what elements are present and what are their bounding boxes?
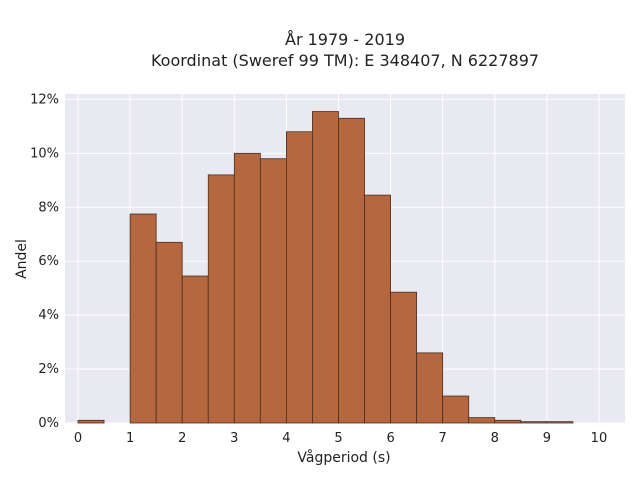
y-axis-label: Andel — [14, 239, 30, 279]
histogram-bar — [442, 395, 470, 424]
x-tick-label: 9 — [543, 431, 551, 446]
histogram-bar — [338, 117, 365, 424]
x-tick-label: 0 — [74, 431, 82, 446]
histogram-bar — [129, 213, 157, 424]
histogram-bar — [390, 291, 418, 424]
histogram-bar — [77, 419, 105, 424]
y-tick-label: 8% — [38, 200, 59, 215]
histogram-bar — [546, 421, 574, 424]
x-tick-label: 2 — [178, 431, 186, 446]
x-tick-label: 4 — [282, 431, 290, 446]
y-tick-label: 4% — [38, 308, 59, 323]
y-tick-label: 2% — [38, 362, 59, 377]
x-tick-label: 8 — [491, 431, 499, 446]
histogram-bar — [181, 275, 209, 424]
histogram-bar — [207, 174, 235, 424]
histogram-bar — [285, 131, 313, 424]
x-tick-label: 10 — [591, 431, 608, 446]
y-tick-label: 6% — [38, 254, 59, 269]
histogram-bar — [364, 194, 391, 424]
histogram-bar — [520, 421, 548, 424]
x-tick-label: 1 — [126, 431, 134, 446]
x-tick-label: 6 — [386, 431, 394, 446]
y-tick-label: 10% — [30, 146, 59, 161]
y-tick-label: 12% — [30, 92, 59, 107]
x-tick-label: 5 — [334, 431, 342, 446]
x-tick-label: 3 — [230, 431, 238, 446]
x-axis-ticks: 0 1 2 3 4 5 6 7 8 9 10 — [74, 431, 607, 446]
histogram-bar — [468, 417, 496, 424]
x-tick-label: 7 — [439, 431, 447, 446]
histogram-bar — [155, 241, 183, 424]
histogram-bar — [416, 352, 444, 424]
histogram-bar — [494, 419, 522, 424]
x-axis-label: Vågperiod (s) — [297, 449, 390, 466]
histogram-bar — [233, 152, 261, 424]
chart-title-line1: År 1979 - 2019 — [285, 30, 405, 49]
bars-group — [77, 111, 574, 424]
chart-title-line2: Koordinat (Sweref 99 TM): E 348407, N 62… — [151, 51, 539, 70]
y-tick-label: 0% — [38, 416, 59, 431]
histogram-bar — [312, 111, 339, 424]
histogram-bar — [259, 158, 287, 424]
y-axis-ticks: 0% 2% 4% 6% 8% 10% 12% — [30, 92, 59, 431]
